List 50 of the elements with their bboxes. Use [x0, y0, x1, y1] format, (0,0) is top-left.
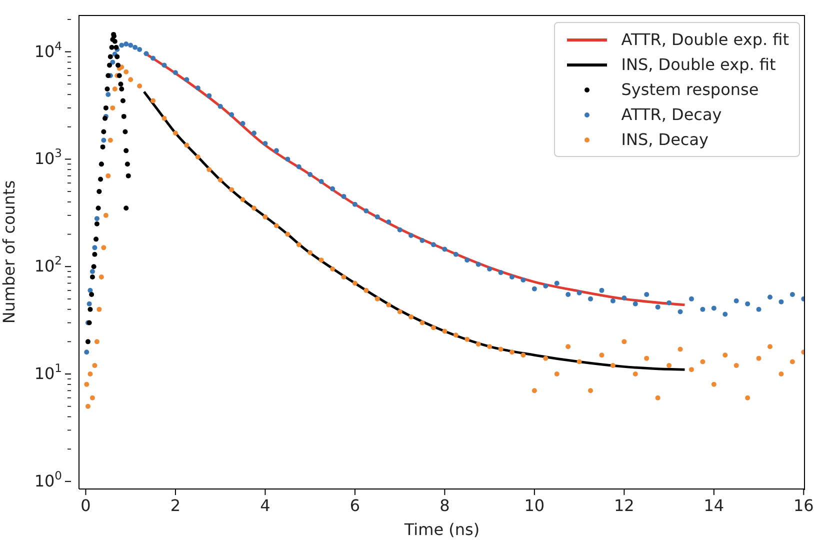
point [124, 162, 130, 167]
x-tick-label: 10 [524, 496, 545, 515]
legend-label: System response [621, 80, 759, 99]
point [94, 221, 100, 226]
x-tick-label: 14 [704, 496, 724, 515]
point [85, 339, 90, 344]
point [124, 148, 129, 154]
x-tick-label: 2 [170, 496, 181, 515]
point [114, 44, 119, 50]
x-tick-label: 4 [260, 496, 270, 515]
y-tick-label: 10$^{4}$ [34, 38, 62, 61]
y-axis-title: Number of counts [0, 180, 19, 324]
point [98, 176, 104, 182]
point [122, 129, 128, 134]
point [108, 54, 113, 60]
point [114, 54, 120, 60]
point [119, 86, 124, 92]
point [90, 274, 95, 280]
point [100, 144, 106, 150]
point [88, 306, 93, 312]
point [92, 252, 98, 257]
legend-label: ATTR, Double exp. fit [621, 30, 789, 49]
legend-label: INS, Decay [621, 130, 708, 149]
y-tick-label: 10$^{1}$ [34, 361, 62, 384]
point [126, 173, 131, 178]
point [109, 44, 114, 50]
legend-label: ATTR, Decay [621, 105, 722, 124]
point [96, 206, 101, 211]
point [116, 62, 121, 68]
y-tick-label: 10$^{0}$ [34, 468, 62, 490]
point [124, 206, 129, 211]
x-tick-label: 0 [80, 496, 91, 515]
x-tick-label: 8 [440, 496, 450, 515]
y-tick-label: 10$^{3}$ [34, 146, 62, 168]
y-tick-label: 10$^{2}$ [34, 254, 62, 276]
point [120, 98, 126, 104]
x-tick-label: 6 [350, 496, 360, 515]
x-tick-label: 16 [793, 496, 814, 515]
point [103, 105, 108, 110]
point [121, 114, 126, 119]
point [104, 86, 110, 92]
point [107, 62, 112, 68]
point [94, 236, 99, 242]
point [101, 129, 106, 134]
x-axis-title: Time (ns) [403, 520, 480, 539]
x-tick-label: 12 [614, 496, 634, 515]
point [89, 292, 94, 297]
point [91, 264, 96, 270]
legend-label: INS, Double exp. fit [621, 55, 776, 74]
point [118, 82, 124, 87]
